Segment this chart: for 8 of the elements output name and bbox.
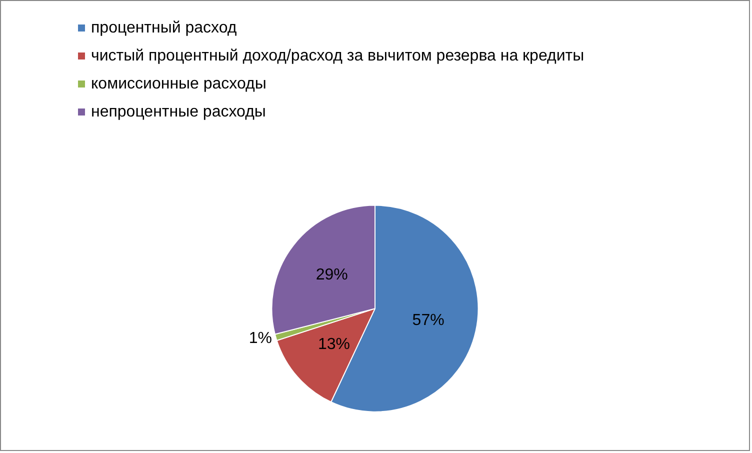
legend-label: комиссионные расходы <box>91 76 266 92</box>
data-label: 57% <box>412 312 444 329</box>
legend-label: процентный расход <box>91 20 238 36</box>
data-label: 1% <box>248 330 272 347</box>
data-label: 13% <box>318 336 350 354</box>
legend-label: чистый процентный доход/расход за вычитом резерва на кредиты <box>91 48 584 64</box>
data-label: 29% <box>316 266 348 284</box>
legend-label: непроцентные расходы <box>91 104 266 120</box>
